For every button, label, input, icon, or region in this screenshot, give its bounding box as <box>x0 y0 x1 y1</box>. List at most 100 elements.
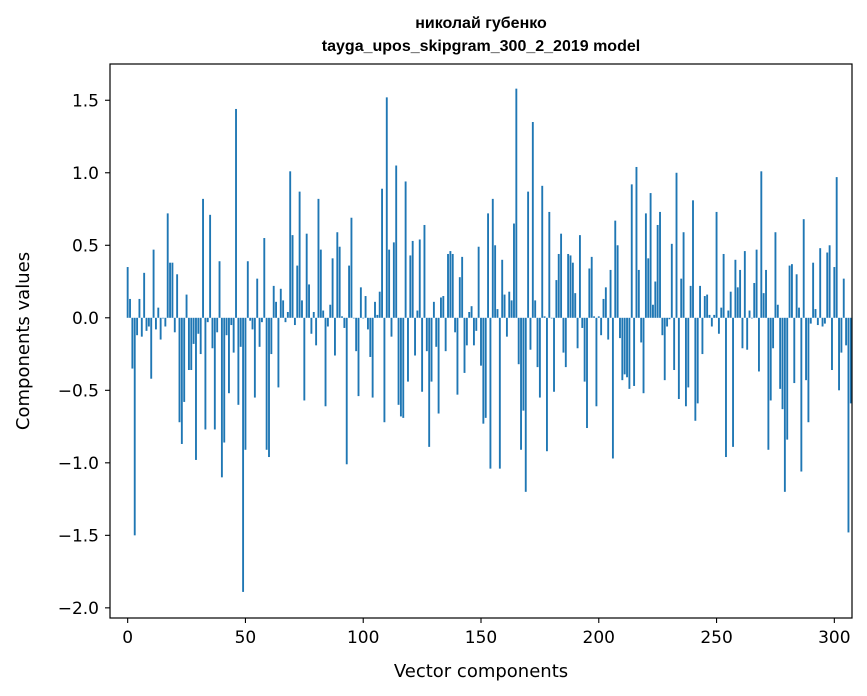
bar <box>611 317 614 459</box>
bar <box>463 317 466 373</box>
bar <box>223 317 226 443</box>
bar <box>699 285 701 318</box>
bar <box>352 317 355 319</box>
bar <box>154 317 157 330</box>
bar <box>689 285 692 318</box>
bar <box>343 317 346 328</box>
bar <box>395 165 398 318</box>
bar <box>437 317 440 414</box>
y-tick-label: −0.5 <box>58 381 99 401</box>
bar <box>414 317 416 356</box>
bar <box>793 317 796 384</box>
bar <box>190 317 193 371</box>
bar <box>209 214 212 318</box>
bar <box>357 317 360 397</box>
bar <box>376 314 379 318</box>
bar <box>814 309 817 318</box>
bar <box>187 317 190 371</box>
bar <box>230 317 233 326</box>
bar <box>654 281 657 318</box>
x-tick-label: 300 <box>818 628 850 648</box>
bar <box>279 288 282 318</box>
bar <box>739 269 742 318</box>
bar <box>543 316 546 318</box>
x-axis-label: Vector components <box>394 661 568 682</box>
bar <box>748 310 751 318</box>
bar <box>602 298 605 318</box>
bar <box>338 246 341 318</box>
bar <box>642 317 645 394</box>
bar <box>260 317 263 323</box>
bar <box>192 317 195 344</box>
bar <box>802 219 805 318</box>
bar <box>548 211 551 318</box>
bar <box>133 317 136 536</box>
bar <box>557 253 560 318</box>
bar <box>498 317 501 469</box>
bar <box>640 317 643 343</box>
bar <box>567 253 570 318</box>
bar <box>795 274 798 318</box>
bar <box>305 233 308 318</box>
bar <box>614 220 617 318</box>
bar <box>569 255 572 318</box>
bar <box>298 191 301 318</box>
bar <box>249 317 252 321</box>
bar <box>256 278 259 318</box>
bar <box>246 261 249 318</box>
bar <box>849 317 852 404</box>
x-tick-label: 250 <box>700 628 732 648</box>
bar <box>505 317 508 337</box>
bar <box>562 317 565 353</box>
bar <box>621 317 624 381</box>
bar <box>644 213 647 318</box>
bar <box>289 171 292 318</box>
bar <box>515 88 518 318</box>
bar <box>821 317 824 327</box>
bar <box>597 316 600 318</box>
bar <box>392 242 395 318</box>
bar <box>239 317 242 347</box>
y-tick-label: −1.5 <box>58 526 99 546</box>
bar <box>595 317 598 407</box>
bar <box>164 317 167 327</box>
bar <box>169 262 171 318</box>
bar <box>399 317 402 417</box>
bar <box>126 267 129 318</box>
bar <box>760 171 763 318</box>
x-tick-label: 100 <box>347 628 379 648</box>
bar <box>750 317 753 319</box>
bar <box>475 317 478 331</box>
bar <box>385 97 388 318</box>
bar <box>586 317 588 429</box>
bar <box>494 245 497 318</box>
bar <box>746 317 749 350</box>
bar <box>381 188 383 318</box>
bar <box>388 249 391 318</box>
bar <box>823 317 826 324</box>
bar <box>831 317 833 371</box>
bar <box>725 317 727 458</box>
bars-group <box>126 88 852 592</box>
y-tick-label: 1.5 <box>72 91 99 111</box>
bar <box>798 307 800 318</box>
bar <box>315 317 318 346</box>
bar <box>607 317 610 340</box>
bar <box>275 301 277 318</box>
bar <box>833 267 836 318</box>
bar <box>329 304 332 318</box>
bar <box>176 274 179 318</box>
bar <box>675 172 678 318</box>
y-tick-label: 0.0 <box>72 309 99 329</box>
bar <box>350 217 353 318</box>
bar <box>520 317 522 450</box>
bar <box>635 166 638 318</box>
bar <box>364 296 367 318</box>
bar <box>147 317 150 327</box>
bar <box>296 265 299 318</box>
bar <box>609 269 612 318</box>
bar <box>555 280 558 318</box>
bar <box>237 317 240 405</box>
